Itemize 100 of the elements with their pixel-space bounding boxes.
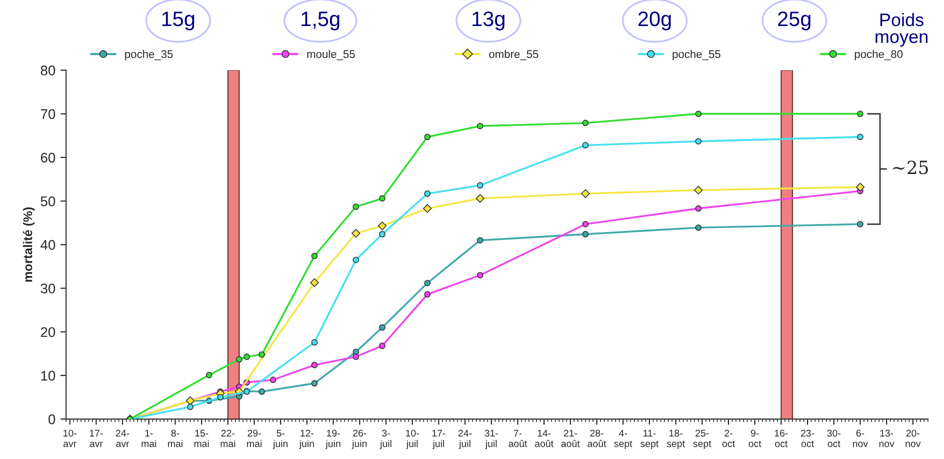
point — [187, 404, 194, 410]
x-tick-label: 24- avr — [116, 430, 130, 448]
text: 13g — [472, 11, 504, 30]
point — [244, 354, 250, 360]
point — [379, 342, 386, 350]
y-tick-label: 40 — [40, 240, 56, 250]
point — [424, 291, 431, 298]
x-tick-label: 31- juil — [484, 430, 498, 450]
x-tick-label: 28- août — [588, 430, 606, 448]
point — [423, 204, 432, 213]
x-tick-label: 17- juil — [432, 430, 446, 450]
point — [217, 394, 224, 400]
text: Poids moyen — [876, 13, 928, 47]
point — [857, 220, 864, 228]
legend-label: poche_35 — [125, 50, 173, 60]
point — [581, 189, 590, 198]
x-tick-label: 14- août — [535, 430, 554, 448]
point — [311, 362, 318, 368]
y-tick-label: 20 — [40, 327, 56, 338]
x-tick-label: 30- oct — [827, 430, 840, 448]
x-tick-label: 24- juil — [458, 430, 472, 450]
x-tick-label: 7- août — [508, 430, 528, 448]
x-tick-label: 3- juil — [380, 430, 392, 450]
point — [311, 252, 318, 260]
x-tick-label: 18- sept — [666, 430, 685, 450]
point — [857, 110, 864, 118]
point — [270, 376, 276, 384]
y-axis-title: mortalité (%) — [22, 207, 35, 282]
x-tick-label: 13- nov — [879, 430, 894, 448]
text: 25g — [778, 11, 810, 30]
point — [311, 380, 318, 387]
x-tick-label: 10- avr — [64, 430, 76, 448]
point — [582, 220, 589, 228]
point — [856, 182, 865, 192]
x-tick-label: 15- mai — [194, 430, 209, 448]
legend-label: ombre_55 — [489, 50, 538, 60]
x-tick-label: 16- oct — [774, 430, 788, 448]
x-tick-label: 29- mai — [247, 430, 262, 448]
x-tick-label: 9- oct — [748, 430, 762, 448]
x-tick-label: 11- sept — [640, 430, 659, 450]
point — [258, 388, 265, 395]
point — [695, 138, 702, 144]
text: 15g — [162, 12, 194, 30]
point — [476, 122, 484, 130]
point — [582, 230, 589, 238]
x-tick-label: 2- oct — [722, 430, 735, 448]
x-tick-label: 6- nov — [853, 430, 868, 448]
point — [352, 256, 360, 264]
point — [695, 110, 702, 118]
point — [236, 356, 242, 363]
y-tick-label: 0 — [48, 414, 56, 424]
point — [424, 134, 431, 140]
point — [695, 205, 702, 212]
text: 1,5g — [302, 12, 340, 30]
x-tick-label: 10- juil — [406, 430, 419, 450]
y-tick-label: 70 — [40, 109, 56, 119]
x-tick-label: 8- mai — [168, 430, 182, 448]
x-tick-label: 23- oct — [800, 430, 814, 448]
point — [857, 134, 864, 140]
legend-label: poche_55 — [672, 50, 720, 60]
legend-label: poche_80 — [854, 50, 903, 60]
point — [582, 142, 589, 148]
point — [379, 230, 386, 238]
x-tick-label: 17- avr — [90, 430, 103, 448]
point — [582, 120, 589, 126]
point — [379, 195, 386, 202]
point — [424, 280, 431, 286]
point — [352, 354, 360, 360]
point — [311, 339, 318, 346]
point — [476, 272, 484, 278]
point — [695, 224, 702, 231]
point — [310, 278, 319, 287]
point — [206, 372, 212, 378]
y-tick-label: 30 — [40, 284, 56, 294]
annotation: ~25 — [893, 160, 928, 174]
point — [476, 182, 484, 189]
x-tick-label: 12- juin — [299, 430, 314, 450]
x-tick-label: 20- nov — [906, 430, 921, 448]
point — [694, 186, 703, 194]
x-tick-label: 4- sept — [614, 430, 632, 450]
y-tick-label: 60 — [40, 152, 56, 163]
point — [352, 228, 360, 238]
point — [378, 222, 387, 230]
text: 20g — [638, 11, 671, 30]
point — [379, 324, 386, 331]
y-tick-label: 10 — [41, 370, 56, 381]
point — [476, 237, 484, 244]
point — [258, 351, 265, 358]
x-tick-label: 19- juin — [325, 430, 340, 450]
x-tick-label: 22- mai — [220, 430, 236, 448]
point — [476, 194, 484, 203]
point — [424, 190, 431, 197]
legend-label: moule_55 — [307, 50, 355, 60]
x-tick-label: 26- juin — [352, 430, 367, 450]
point — [352, 204, 360, 210]
x-tick-label: 25- sept — [693, 430, 712, 450]
x-tick-label: 1- mai — [142, 430, 156, 448]
x-tick-label: 21- août — [561, 430, 580, 448]
y-tick-label: 80 — [40, 66, 56, 76]
y-tick-label: 50 — [40, 196, 56, 206]
